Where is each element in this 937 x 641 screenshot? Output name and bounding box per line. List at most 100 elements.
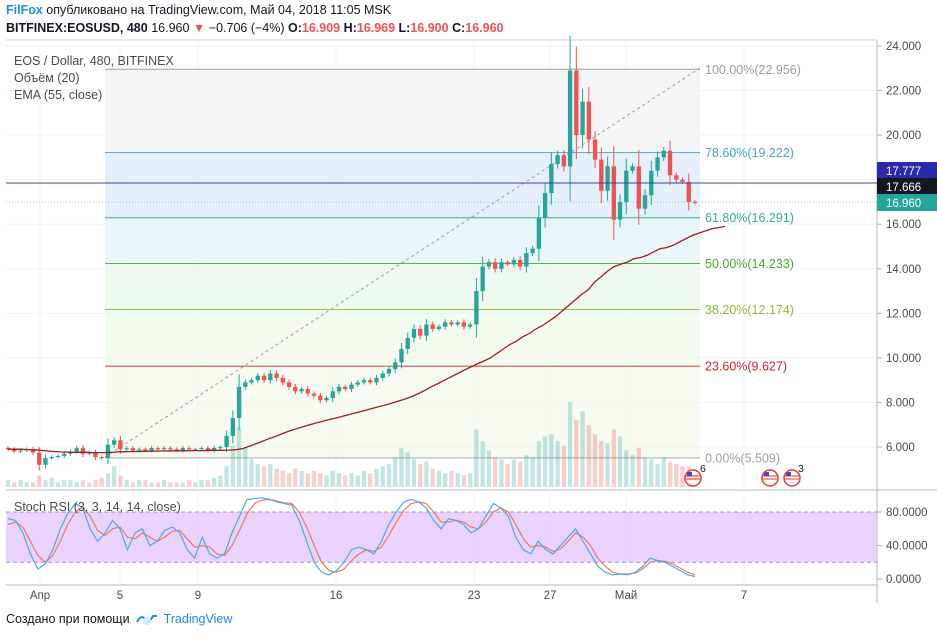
- high-label: H:: [343, 21, 357, 35]
- volume-bar: [511, 459, 517, 487]
- candle-body: [449, 322, 454, 325]
- price-tick-label: 8.000: [886, 397, 915, 409]
- candle: [55, 454, 61, 459]
- publish-header: FilFox опубликовано на TradingView.com, …: [6, 3, 391, 17]
- price-tick-label: 16.000: [886, 219, 921, 231]
- candle: [430, 321, 435, 332]
- symbol-label: BITFINEX:EOSUSD, 480: [6, 21, 148, 35]
- volume-bar: [136, 480, 142, 487]
- candle: [43, 454, 48, 469]
- volume-bar: [630, 454, 635, 487]
- fib-zone: [105, 152, 700, 218]
- candle: [274, 370, 279, 381]
- event-count-badge: 6: [700, 463, 706, 475]
- volume-bar: [143, 480, 148, 487]
- candle: [380, 370, 385, 381]
- candle-body: [318, 395, 323, 401]
- candle-body: [355, 382, 360, 385]
- candle: [611, 146, 616, 240]
- candle: [474, 278, 479, 338]
- candle-body: [205, 448, 211, 451]
- fib-trend-line[interactable]: [104, 67, 701, 458]
- candle-body: [261, 375, 267, 381]
- candle-body: [236, 386, 242, 419]
- candle: [617, 194, 623, 228]
- candle-body: [380, 373, 385, 378]
- candle-body: [49, 457, 54, 459]
- volume-bar: [193, 482, 198, 487]
- volume-bar: [499, 459, 504, 487]
- candle: [524, 247, 529, 273]
- candle: [80, 444, 86, 457]
- author-name[interactable]: FilFox: [6, 3, 43, 17]
- candle: [93, 449, 98, 460]
- volume-bar: [199, 480, 204, 487]
- event-flag-us-1[interactable]: 6: [684, 463, 706, 487]
- candle: [580, 88, 585, 149]
- candle: [542, 183, 548, 228]
- candle: [592, 131, 598, 168]
- volume-legend: Объём (20): [14, 71, 80, 85]
- fib-zone: [105, 69, 700, 153]
- stoch-grid: [6, 511, 877, 563]
- volume-bar: [393, 457, 398, 487]
- volume-bar: [186, 480, 192, 487]
- volume-bar: [224, 466, 229, 487]
- candle-body: [474, 291, 479, 325]
- stoch-d-line: [7, 498, 696, 576]
- candle-body: [611, 166, 616, 220]
- fib-levels: 100.00%(22.956) 78.60%(19.222) 61.80%(16.2…: [105, 63, 801, 465]
- event-flag-us-3[interactable]: 3: [783, 463, 804, 487]
- volume-bar: [218, 475, 223, 487]
- volume-bar: [405, 452, 410, 487]
- candle: [355, 380, 360, 387]
- price-tick-label: 14.000: [886, 264, 921, 276]
- candle-body: [311, 393, 317, 396]
- candle: [336, 383, 342, 395]
- volume-bar: [174, 482, 179, 487]
- volume-bar: [655, 464, 660, 487]
- candle-body: [461, 322, 467, 327]
- fib-label: 100.00%(22.956): [705, 63, 801, 77]
- candle-body: [530, 248, 535, 254]
- candle-body: [424, 324, 429, 336]
- candle-body: [443, 322, 448, 327]
- candle: [605, 156, 610, 201]
- candle-body: [324, 397, 329, 401]
- candle-body: [411, 328, 417, 338]
- candle-body: [624, 170, 629, 202]
- candle-body: [536, 217, 542, 249]
- volume-bar: [617, 436, 623, 487]
- candle: [386, 366, 392, 377]
- candle: [12, 447, 17, 454]
- footer: Создано при помощи TradingView: [6, 612, 232, 626]
- candle-body: [630, 166, 635, 171]
- candle-body: [143, 449, 148, 451]
- candle: [105, 438, 111, 465]
- candle: [555, 150, 560, 169]
- time-axis[interactable]: Апр 5 9 16 23 27 Май 7: [30, 590, 747, 602]
- candle: [549, 152, 554, 205]
- time-tick-label: 5: [117, 590, 123, 602]
- candle: [630, 163, 635, 174]
- volume-bar: [343, 475, 348, 487]
- stoch-axis[interactable]: 80.0000 40.0000 0.0000: [877, 507, 928, 586]
- fib-zone: [105, 263, 700, 310]
- prev-price-text: 17.666: [886, 182, 921, 194]
- chart-title: EOS / Dollar, 480, BITFINEX: [14, 54, 174, 68]
- volume-bar: [49, 477, 54, 487]
- volume-bar: [355, 475, 360, 487]
- time-tick-label: Май: [615, 590, 638, 602]
- volume-bar: [517, 461, 523, 487]
- volume-bar: [205, 480, 211, 487]
- candle: [218, 445, 223, 450]
- volume-bar: [311, 470, 317, 487]
- tradingview-link[interactable]: TradingView: [135, 612, 232, 626]
- price-axis[interactable]: 24.00022.00020.00018.00016.00014.00012.0…: [877, 41, 921, 454]
- candle-body: [580, 101, 585, 136]
- candle: [311, 391, 317, 398]
- volume-bar: [530, 457, 535, 487]
- candle-body: [405, 337, 410, 349]
- event-flag-us-2[interactable]: [761, 469, 779, 487]
